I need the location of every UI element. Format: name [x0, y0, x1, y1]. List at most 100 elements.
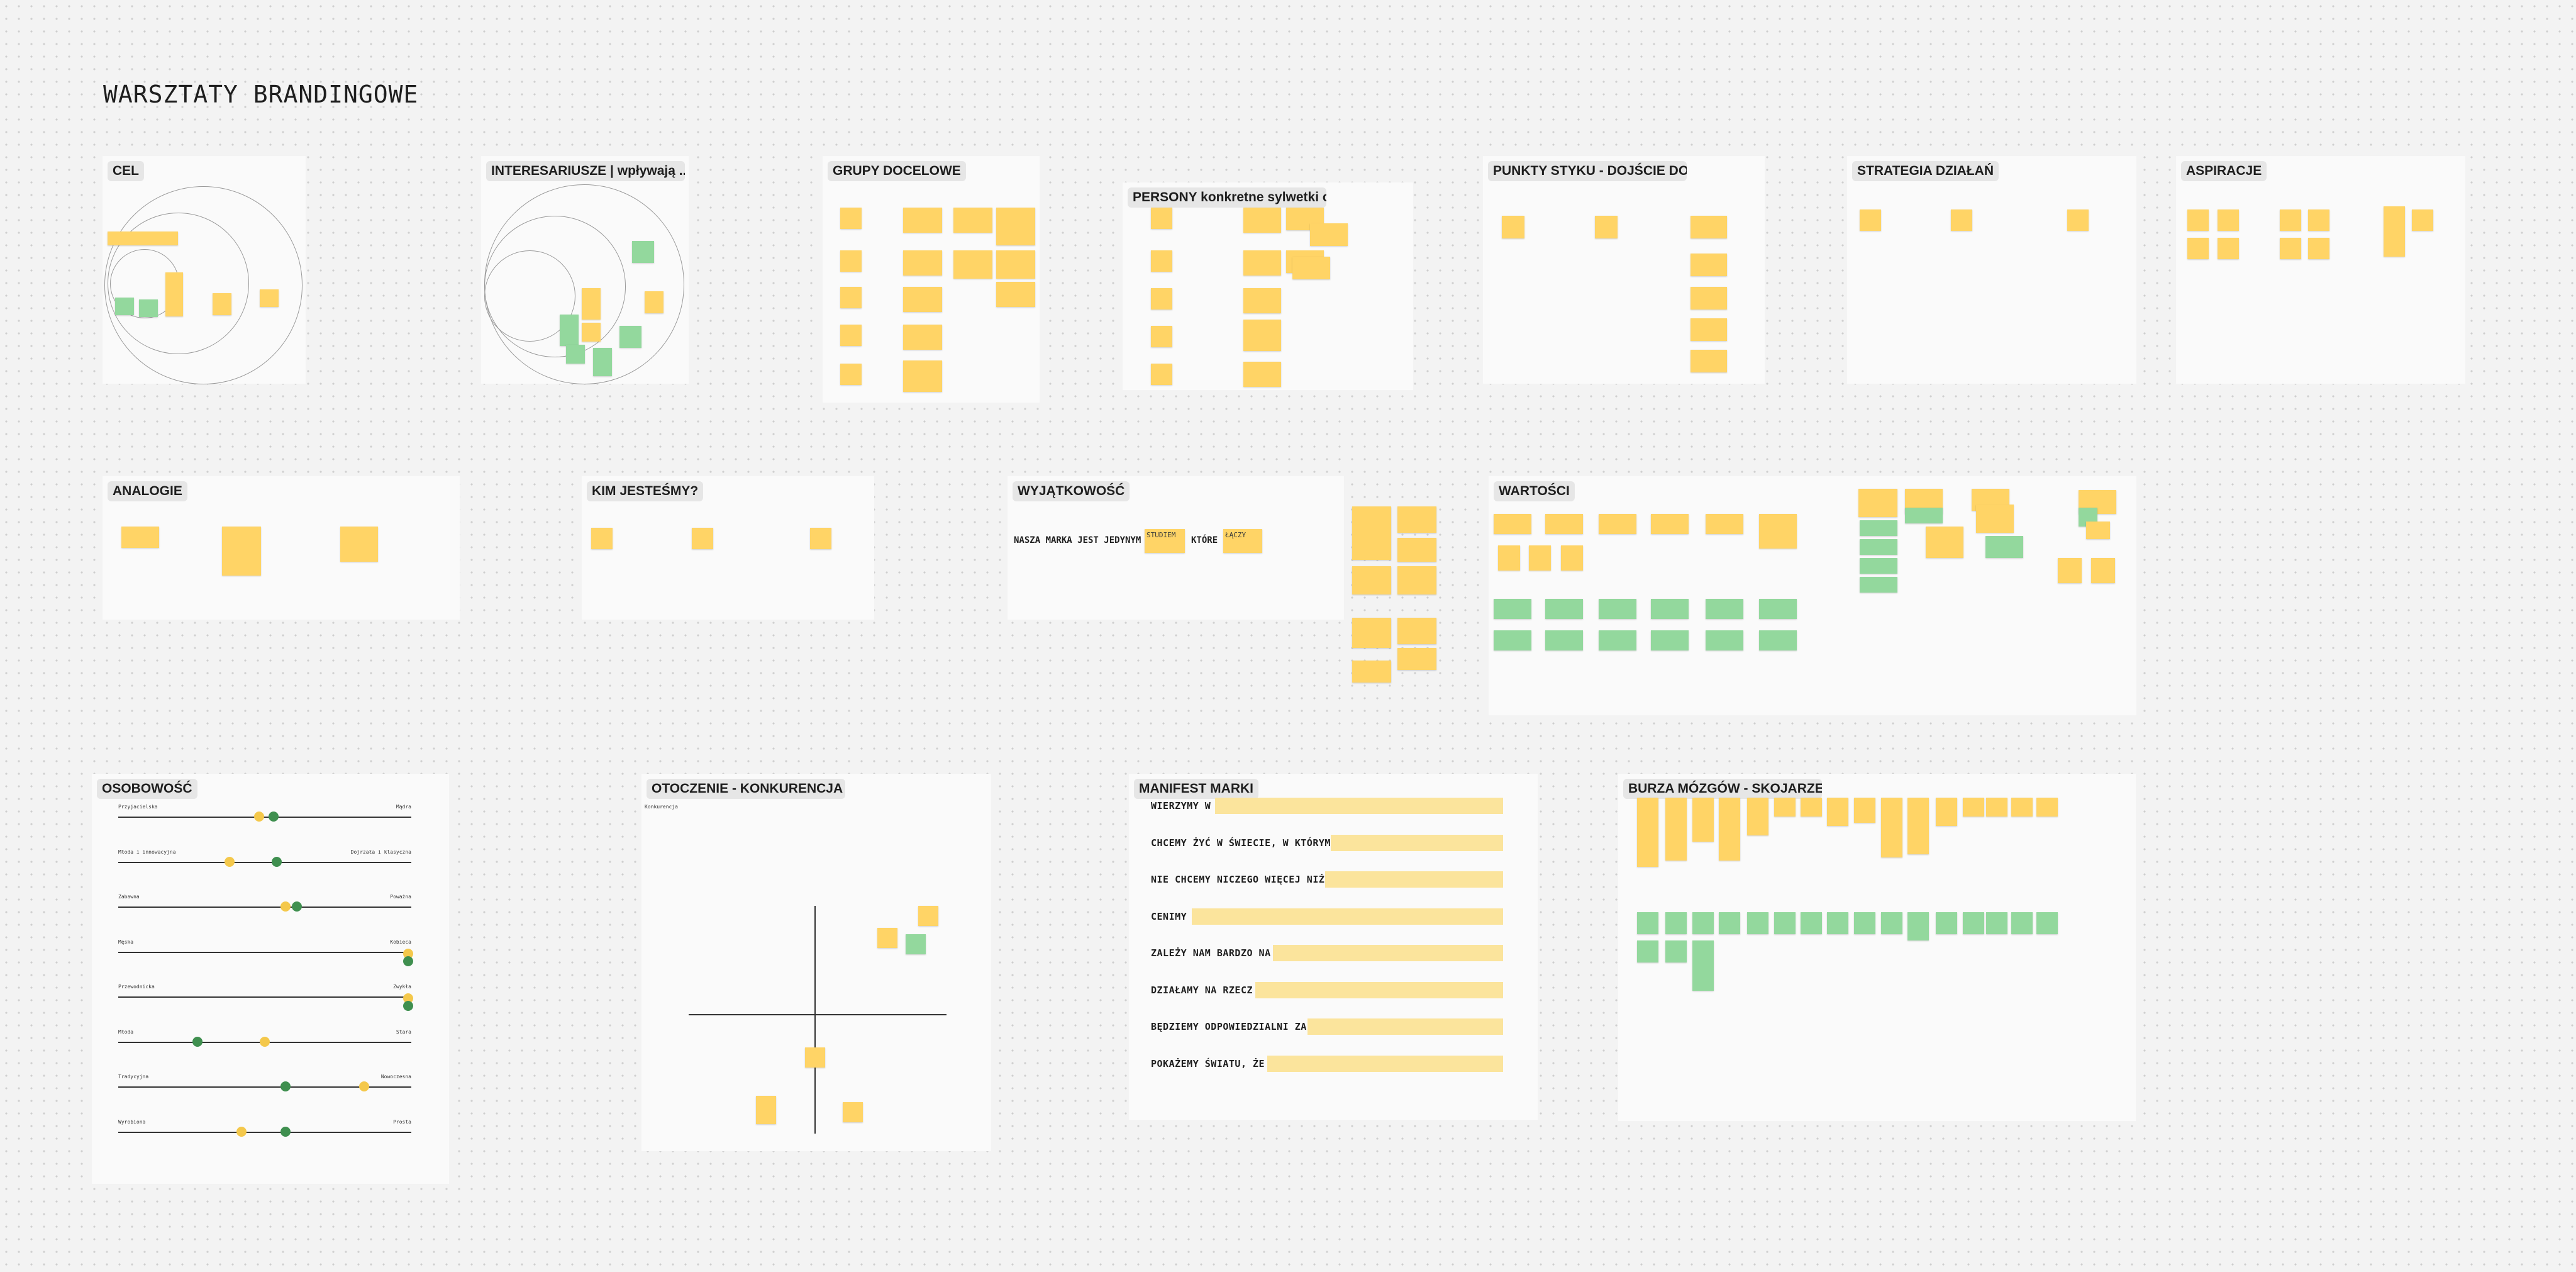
scale-marker-green[interactable] — [192, 1036, 203, 1047]
sticky-note[interactable] — [1801, 798, 1822, 817]
sticky-note[interactable] — [632, 241, 654, 263]
frame-title[interactable]: OSOBOWOŚĆ — [97, 779, 197, 799]
sticky-note[interactable] — [1985, 536, 2023, 558]
sticky-note[interactable] — [1719, 798, 1740, 861]
sticky-note[interactable] — [903, 287, 942, 312]
sticky-note[interactable] — [1310, 223, 1348, 246]
sticky-note[interactable] — [1905, 508, 1943, 523]
sticky-note[interactable] — [2187, 238, 2209, 259]
frame-title[interactable]: PERSONY konkretne sylwetki osób — [1128, 187, 1326, 208]
sticky-note[interactable] — [1692, 798, 1714, 842]
sticky-note[interactable] — [953, 208, 992, 233]
frame-persony[interactable]: PERSONY konkretne sylwetki osób — [1123, 182, 1413, 390]
sticky-note[interactable] — [1545, 514, 1583, 534]
sticky-note[interactable] — [2011, 912, 2033, 934]
scale-marker-green[interactable] — [280, 1126, 291, 1137]
sticky-note[interactable] — [1397, 648, 1436, 670]
frame-analogie[interactable]: ANALOGIE — [103, 476, 460, 620]
sticky-note[interactable] — [1397, 538, 1436, 562]
sticky-note[interactable] — [1692, 912, 1714, 934]
sticky-note[interactable] — [1151, 288, 1172, 310]
sticky-note[interactable] — [2091, 558, 2115, 583]
sticky-note[interactable] — [1292, 257, 1330, 279]
sticky-note[interactable] — [1494, 599, 1531, 619]
sticky-note[interactable] — [1926, 527, 1963, 558]
sticky-note[interactable] — [2036, 798, 2058, 817]
manifest-input-bar[interactable] — [1324, 871, 1503, 888]
sticky-note[interactable] — [619, 326, 641, 348]
sticky-note[interactable] — [139, 299, 158, 317]
frame-wartosci[interactable]: WARTOŚCI — [1489, 476, 2136, 715]
sticky-note[interactable] — [1151, 326, 1172, 347]
sticky-note[interactable] — [1151, 250, 1172, 272]
sticky-note[interactable] — [165, 272, 183, 316]
sticky-note[interactable] — [1352, 506, 1391, 560]
sticky-note[interactable] — [1860, 209, 1881, 231]
sticky-note[interactable] — [1860, 520, 1897, 536]
frame-title[interactable]: PUNKTY STYKU - DOJŚCIE DO KLIENTA — [1488, 161, 1687, 181]
frame-punkty-styku[interactable]: PUNKTY STYKU - DOJŚCIE DO KLIENTA — [1483, 156, 1765, 384]
sticky-note[interactable] — [108, 232, 178, 245]
sticky-note[interactable] — [1690, 318, 1727, 341]
frame-otoczenie[interactable]: OTOCZENIE - KONKURENCJA Konkurencja — [641, 774, 991, 1151]
sticky-note[interactable] — [2067, 209, 2089, 231]
sticky-note[interactable] — [340, 527, 378, 562]
sticky-note[interactable] — [1690, 350, 1727, 372]
sticky-note[interactable] — [1747, 798, 1768, 835]
sticky-note[interactable] — [1860, 539, 1897, 555]
frame-osobowosc[interactable]: OSOBOWOŚĆ Przyjacielska Mądra Młoda i inno… — [92, 774, 449, 1184]
sticky-note[interactable] — [1690, 216, 1727, 238]
sticky-note[interactable] — [1907, 912, 1929, 940]
sticky-note[interactable] — [906, 934, 926, 954]
sticky-note[interactable] — [1397, 506, 1436, 533]
manifest-input-bar[interactable] — [1307, 1018, 1503, 1035]
sticky-note[interactable] — [877, 928, 897, 948]
sticky-note[interactable] — [1151, 208, 1172, 229]
sticky-note[interactable] — [1858, 489, 1897, 517]
sticky-note[interactable] — [2280, 238, 2301, 259]
manifest-input-bar[interactable] — [1331, 834, 1503, 851]
sticky-note[interactable] — [1759, 630, 1797, 650]
sticky-note[interactable]: ŁĄCZY — [1223, 529, 1262, 553]
scale-marker-green[interactable] — [271, 856, 282, 867]
sticky-note[interactable]: STUDIEM — [1145, 529, 1185, 553]
sticky-note[interactable] — [1860, 558, 1897, 574]
sticky-note[interactable] — [996, 282, 1035, 307]
sticky-note[interactable] — [222, 527, 261, 576]
frame-title[interactable]: WARTOŚCI — [1494, 481, 1575, 501]
sticky-note[interactable] — [1498, 545, 1520, 571]
sticky-note[interactable] — [756, 1096, 776, 1124]
sticky-note[interactable] — [903, 360, 942, 392]
sticky-note[interactable] — [1986, 912, 2007, 934]
scale-marker-yellow[interactable] — [280, 901, 291, 912]
sticky-note[interactable] — [1986, 798, 2007, 817]
sticky-note[interactable] — [1936, 912, 1957, 934]
sticky-note[interactable] — [1774, 798, 1796, 817]
sticky-note[interactable] — [1243, 320, 1281, 351]
sticky-note[interactable] — [1692, 940, 1714, 991]
manifest-input-bar[interactable] — [1192, 908, 1503, 925]
sticky-note[interactable] — [1665, 912, 1687, 934]
sticky-note[interactable] — [1774, 912, 1796, 934]
sticky-note[interactable] — [1243, 288, 1281, 313]
sticky-note[interactable] — [1595, 216, 1618, 238]
sticky-note[interactable] — [2036, 912, 2058, 934]
sticky-note[interactable] — [1599, 630, 1636, 650]
sticky-note[interactable] — [1665, 940, 1687, 962]
scale-marker-yellow[interactable] — [253, 812, 264, 822]
sticky-note[interactable] — [953, 250, 992, 279]
sticky-note[interactable] — [840, 287, 862, 308]
sticky-note[interactable] — [1706, 514, 1743, 534]
frame-title[interactable]: GRUPY DOCELOWE — [828, 161, 966, 181]
sticky-note[interactable] — [1637, 798, 1658, 867]
sticky-note[interactable] — [2280, 209, 2301, 231]
sticky-note[interactable] — [1651, 630, 1689, 650]
sticky-note[interactable] — [1494, 630, 1531, 650]
sticky-note[interactable] — [1243, 250, 1281, 276]
sticky-note[interactable] — [1690, 254, 1727, 276]
scale-marker-green[interactable] — [268, 812, 279, 822]
sticky-note[interactable] — [591, 528, 613, 549]
sticky-note[interactable] — [1599, 599, 1636, 619]
sticky-note[interactable] — [1502, 216, 1524, 238]
sticky-note[interactable] — [2412, 209, 2433, 231]
